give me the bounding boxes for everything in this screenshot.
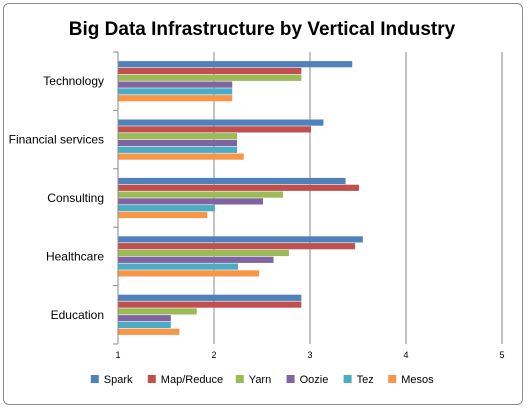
bar-yarn-education	[118, 308, 197, 315]
tick-labels: 1 2 3 4 5	[115, 350, 504, 360]
category-label: Education	[51, 308, 104, 322]
bar-map-reduce-education	[118, 301, 302, 308]
bar-map-reduce-consulting	[118, 184, 359, 191]
bar-tez-education	[118, 321, 171, 329]
bar-spark-education	[118, 294, 302, 301]
bar-map-reduce-healthcare	[118, 243, 356, 250]
bar-oozie-consulting	[118, 198, 263, 205]
legend-swatch-map-reduce	[147, 375, 156, 383]
category-label: Consulting	[47, 191, 104, 205]
bar-mesos-consulting	[118, 211, 208, 219]
bar-spark-consulting	[118, 177, 346, 185]
bar-mesos-technology	[118, 95, 233, 102]
axes	[113, 51, 119, 345]
x-tick-label: 1	[115, 350, 120, 360]
legend-label: Spark	[104, 374, 133, 386]
bar-map-reduce-financial-services	[118, 126, 311, 133]
bar-yarn-financial-services	[118, 133, 238, 140]
legend-label: Yarn	[249, 374, 271, 386]
bar-yarn-technology	[118, 74, 302, 81]
bar-mesos-education	[118, 328, 180, 335]
legend-swatch-mesos	[388, 375, 397, 383]
bar-oozie-financial-services	[118, 139, 238, 147]
legend: Spark Map/Reduce Yarn Oozie Tez Mesos	[90, 374, 434, 386]
bars	[118, 61, 363, 335]
legend-swatch-yarn	[235, 375, 244, 383]
bar-oozie-technology	[118, 81, 233, 88]
legend-swatch-oozie	[286, 375, 295, 383]
bar-mesos-healthcare	[118, 270, 260, 277]
category-label: Financial services	[9, 133, 104, 147]
bar-mesos-financial-services	[118, 153, 244, 160]
bar-tez-consulting	[118, 205, 215, 212]
chart-title: Big Data Infrastructure by Vertical Indu…	[69, 19, 456, 40]
bar-tez-technology	[118, 88, 233, 95]
bar-tez-financial-services	[118, 146, 238, 153]
category-label: Technology	[43, 74, 104, 88]
bar-spark-technology	[118, 61, 353, 68]
legend-label: Tez	[357, 374, 374, 386]
category-labels: Technology Financial services Consulting He…	[9, 74, 105, 322]
bar-yarn-consulting	[118, 191, 284, 198]
legend-swatch-spark	[90, 375, 99, 383]
category-label: Healthcare	[46, 249, 104, 263]
x-tick-label: 5	[499, 350, 504, 360]
bar-map-reduce-technology	[118, 67, 302, 75]
legend-label: Map/Reduce	[161, 374, 223, 386]
legend-label: Oozie	[300, 374, 329, 386]
bar-oozie-education	[118, 315, 171, 322]
legend-swatch-tez	[343, 375, 352, 383]
bar-spark-financial-services	[118, 119, 324, 126]
bar-spark-healthcare	[118, 236, 363, 243]
x-tick-label: 2	[211, 350, 216, 360]
x-tick-label: 4	[403, 350, 408, 360]
bar-oozie-healthcare	[118, 256, 274, 263]
x-tick-label: 3	[307, 350, 312, 360]
legend-label: Mesos	[401, 374, 434, 386]
bar-tez-healthcare	[118, 263, 238, 270]
bar-yarn-healthcare	[118, 249, 289, 257]
